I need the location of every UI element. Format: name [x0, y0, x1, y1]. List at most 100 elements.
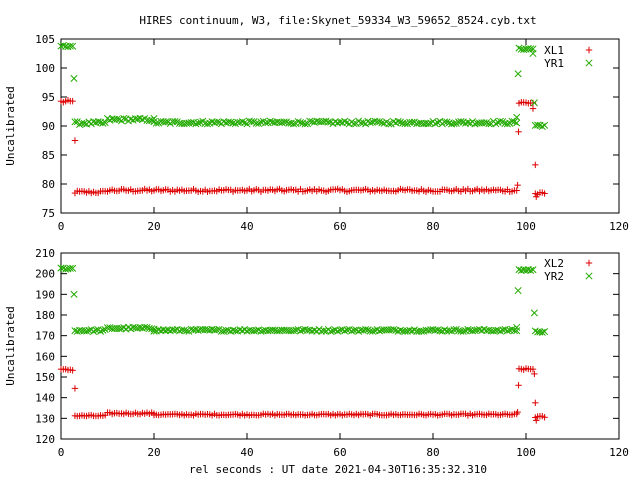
- x-tick-label: 40: [240, 446, 253, 459]
- data-point-xl1: [532, 161, 539, 169]
- data-point-xl1: [513, 187, 520, 194]
- data-point-yr2: [527, 266, 535, 275]
- data-point-yr1: [485, 120, 493, 128]
- data-point-yr1: [101, 119, 109, 127]
- data-point-yr1: [450, 120, 458, 128]
- x-tick-label: 60: [333, 220, 346, 233]
- data-point-yr1: [324, 118, 332, 126]
- data-point-yr1: [513, 113, 521, 121]
- data-point-yr2: [83, 327, 91, 335]
- data-point-yr2: [182, 327, 191, 335]
- data-point-yr1: [113, 115, 121, 123]
- data-point-yr1: [94, 118, 102, 126]
- top-data-marks: [57, 41, 549, 200]
- data-point-yr2: [92, 326, 100, 334]
- data-point-yr1: [66, 42, 74, 50]
- x-tick-label: 40: [240, 220, 253, 233]
- data-point-yr1: [431, 120, 439, 128]
- data-point-yr2: [396, 326, 405, 334]
- data-point-yr2: [355, 327, 363, 335]
- data-point-yr2: [99, 326, 107, 334]
- data-point-yr1: [496, 117, 504, 125]
- data-point-yr1: [294, 117, 302, 126]
- data-point-yr1: [289, 120, 298, 128]
- data-point-yr2: [127, 325, 135, 333]
- x-tick-label: 20: [147, 446, 160, 459]
- y-tick-label: 140: [35, 392, 55, 405]
- data-point-yr1: [401, 119, 409, 128]
- data-point-yr1: [69, 42, 77, 50]
- data-point-yr2: [389, 325, 398, 334]
- data-point-yr1: [514, 70, 522, 78]
- data-point-xl2: [531, 370, 538, 378]
- data-point-yr2: [57, 264, 65, 272]
- data-point-yr1: [385, 120, 393, 128]
- data-point-yr1: [213, 118, 221, 126]
- data-point-xl2: [71, 385, 79, 392]
- data-point-yr2: [513, 327, 521, 335]
- data-point-yr1: [408, 118, 416, 126]
- y-tick-label: 200: [35, 268, 55, 281]
- data-point-yr1: [120, 114, 128, 122]
- data-point-yr1: [59, 41, 67, 49]
- data-point-yr2: [296, 327, 305, 335]
- data-point-xl1: [69, 97, 76, 105]
- data-point-yr2: [213, 326, 221, 334]
- data-point-yr1: [424, 120, 432, 128]
- data-point-yr1: [534, 121, 542, 129]
- data-point-yr1: [152, 119, 160, 127]
- data-point-yr1: [171, 118, 179, 126]
- data-point-yr1: [350, 120, 358, 128]
- data-point-xl1: [71, 137, 79, 144]
- data-point-yr2: [334, 327, 342, 335]
- data-point-yr2: [368, 327, 377, 335]
- data-point-yr1: [252, 119, 260, 127]
- data-point-yr1: [373, 118, 381, 126]
- data-point-yr2: [250, 327, 258, 335]
- data-point-yr2: [231, 327, 239, 335]
- y-tick-label: 130: [35, 412, 55, 425]
- data-point-yr2: [541, 328, 549, 336]
- x-tick-label: 80: [426, 220, 439, 233]
- data-point-yr2: [513, 323, 521, 331]
- data-point-yr1: [262, 119, 270, 127]
- data-point-xl2: [541, 414, 548, 421]
- data-point-yr2: [289, 327, 298, 335]
- data-point-yr2: [141, 323, 149, 331]
- data-point-yr1: [280, 118, 288, 126]
- x-tick-label: 120: [609, 446, 629, 459]
- data-point-yr1: [138, 115, 146, 124]
- data-point-yr1: [301, 120, 309, 128]
- y-tick-label: 170: [35, 330, 55, 343]
- data-point-yr1: [515, 44, 523, 52]
- data-point-yr2: [464, 325, 472, 334]
- y-tick-label: 100: [35, 62, 55, 75]
- data-point-yr2: [150, 327, 158, 335]
- legend-symbol-yr1: [585, 59, 593, 67]
- data-point-yr1: [482, 119, 491, 127]
- y-tick-label: 190: [35, 288, 55, 301]
- data-point-yr1: [238, 118, 246, 126]
- legend-label-xl1: XL1: [544, 44, 564, 57]
- data-point-xl2: [533, 417, 540, 424]
- data-point-yr1: [538, 122, 546, 131]
- data-point-yr1: [457, 118, 465, 126]
- bottom-axes-ticks: 0 20 40 60 80 100 120 120 130 140 150 160 170 180 190 2…: [35, 247, 629, 459]
- data-point-yr2: [434, 326, 442, 334]
- data-point-yr1: [366, 119, 374, 127]
- data-point-xl1: [533, 193, 540, 200]
- data-point-yr1: [527, 45, 535, 53]
- legend-label-yr1: YR1: [544, 57, 564, 70]
- y-tick-label: 150: [35, 371, 55, 384]
- top-axes-ticks: 0 20 40 60 80 100 120 75 80 85 90 95 100 105: [35, 33, 629, 233]
- data-point-xl2: [514, 408, 521, 416]
- data-point-yr2: [362, 326, 370, 334]
- data-point-xl2: [529, 365, 537, 373]
- data-point-yr1: [227, 118, 235, 126]
- data-point-yr2: [375, 327, 384, 335]
- data-point-xl1: [541, 190, 548, 197]
- data-point-yr1: [187, 119, 195, 127]
- data-point-yr1: [396, 118, 405, 126]
- chart-title: HIRES continuum, W3, file:Skynet_59334_W…: [139, 14, 536, 27]
- y-tick-label: 160: [35, 350, 55, 363]
